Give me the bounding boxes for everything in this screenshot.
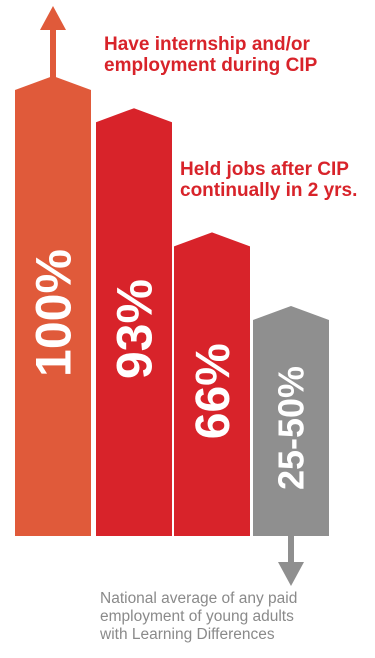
value-label-4: 25-50% <box>271 366 312 490</box>
annotation-held-jobs: Held jobs after CIP continually in 2 yrs… <box>180 159 370 202</box>
value-labels-group: 100% 93% 66% 25-50% <box>26 249 312 490</box>
bar-4 <box>253 306 329 536</box>
annotation-internship: Have internship and/or employment during… <box>104 34 364 77</box>
bar-2 <box>96 108 172 536</box>
value-label-1: 100% <box>26 249 82 377</box>
annotation-national-average: National average of any paid employment … <box>100 590 370 643</box>
bar-1 <box>15 76 91 536</box>
value-label-3: 66% <box>187 343 240 439</box>
annotation-internship-line-2: employment during CIP <box>104 55 318 77</box>
annotation-held-jobs-line-1: Held jobs after CIP <box>180 159 349 180</box>
annotation-internship-line-1: Have internship and/or <box>104 34 310 55</box>
down-arrow-icon <box>278 562 304 586</box>
annotation-national-average-line-2: employment of young adults <box>100 607 294 625</box>
bars-group <box>15 6 329 586</box>
annotation-national-average-line-3: with Learning Differences <box>100 625 275 643</box>
value-label-2: 93% <box>107 279 163 379</box>
annotation-national-average-line-1: National average of any paid <box>100 590 298 607</box>
bar-3 <box>174 232 250 536</box>
up-arrow-shaft <box>50 24 56 78</box>
annotation-held-jobs-line-2: continually in 2 yrs. <box>180 180 358 202</box>
up-arrow-icon <box>40 6 66 30</box>
down-arrow-shaft <box>288 536 294 562</box>
